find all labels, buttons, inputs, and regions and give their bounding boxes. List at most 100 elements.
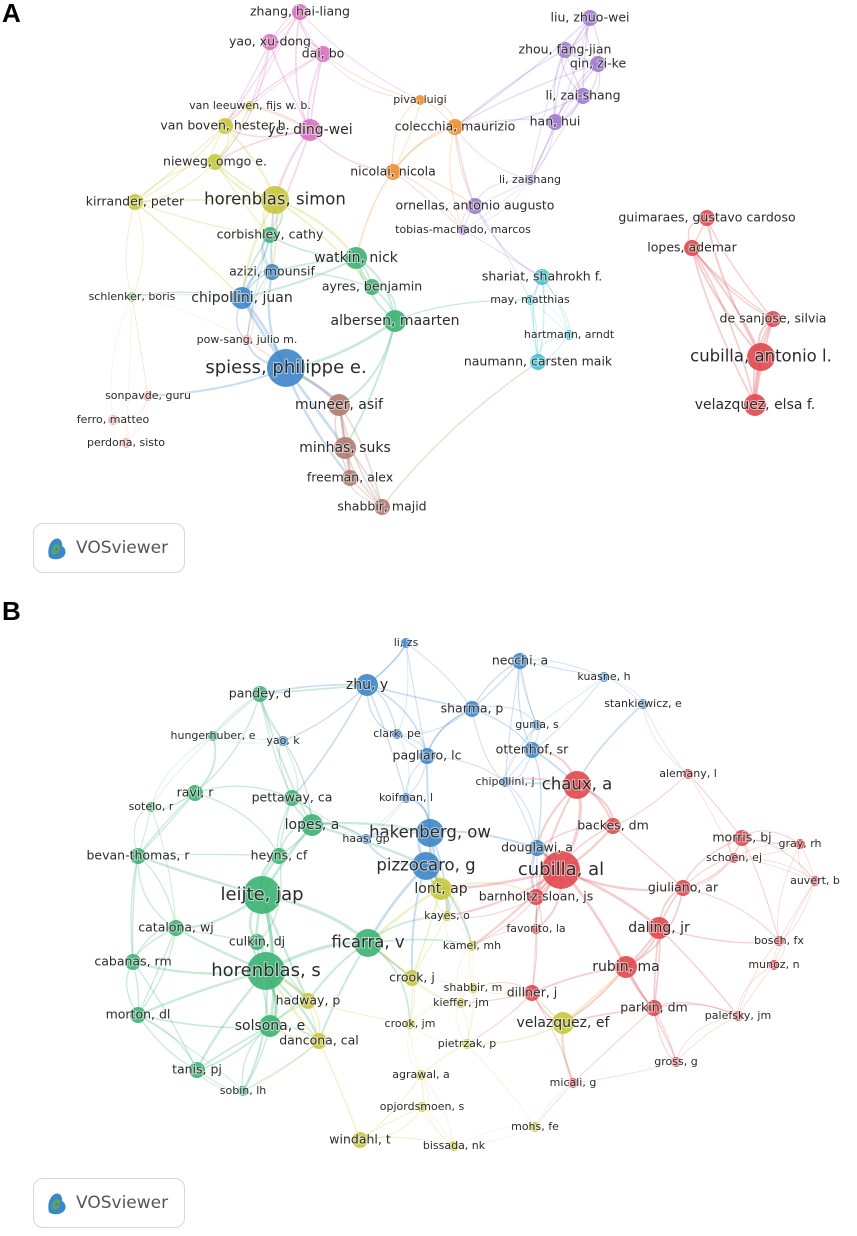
- author-node[interactable]: [267, 349, 305, 387]
- author-node[interactable]: [352, 1132, 368, 1148]
- author-node[interactable]: [530, 1122, 540, 1132]
- author-node[interactable]: [532, 720, 542, 730]
- author-node[interactable]: [648, 917, 670, 939]
- author-node[interactable]: [231, 287, 253, 309]
- author-node[interactable]: [683, 769, 693, 779]
- author-node[interactable]: [292, 4, 308, 20]
- author-node[interactable]: [130, 848, 146, 864]
- author-node[interactable]: [528, 889, 544, 905]
- author-node[interactable]: [524, 742, 540, 758]
- author-node[interactable]: [207, 154, 223, 170]
- author-node[interactable]: [143, 391, 153, 401]
- author-node[interactable]: [646, 1000, 662, 1016]
- author-node[interactable]: [795, 839, 805, 849]
- author-node[interactable]: [412, 852, 440, 880]
- author-node[interactable]: [525, 175, 535, 185]
- author-node[interactable]: [168, 920, 184, 936]
- author-node[interactable]: [243, 876, 281, 914]
- author-node[interactable]: [384, 310, 406, 332]
- author-node[interactable]: [262, 34, 278, 50]
- author-node[interactable]: [456, 998, 466, 1008]
- author-node[interactable]: [430, 878, 452, 900]
- author-node[interactable]: [575, 88, 591, 104]
- author-node[interactable]: [300, 993, 316, 1009]
- author-node[interactable]: [500, 777, 510, 787]
- author-node[interactable]: [747, 343, 775, 371]
- author-node[interactable]: [278, 736, 288, 746]
- author-node[interactable]: [284, 790, 300, 806]
- author-node[interactable]: [512, 653, 528, 669]
- author-node[interactable]: [328, 394, 350, 416]
- author-node[interactable]: [315, 46, 331, 62]
- author-node[interactable]: [534, 269, 550, 285]
- author-node[interactable]: [364, 279, 380, 295]
- author-node[interactable]: [404, 970, 420, 986]
- author-node[interactable]: [249, 934, 265, 950]
- author-node[interactable]: [252, 686, 268, 702]
- author-node[interactable]: [733, 1011, 743, 1021]
- author-node[interactable]: [401, 638, 411, 648]
- author-node[interactable]: [462, 1039, 472, 1049]
- author-node[interactable]: [334, 437, 356, 459]
- author-node[interactable]: [810, 876, 820, 886]
- author-node[interactable]: [563, 771, 591, 799]
- author-node[interactable]: [127, 194, 143, 210]
- author-node[interactable]: [419, 748, 435, 764]
- author-node[interactable]: [342, 470, 358, 486]
- author-node[interactable]: [699, 210, 715, 226]
- author-node[interactable]: [590, 56, 606, 72]
- author-node[interactable]: [442, 911, 452, 921]
- author-node[interactable]: [765, 311, 781, 327]
- author-node[interactable]: [599, 672, 609, 682]
- author-node[interactable]: [416, 819, 444, 847]
- author-node[interactable]: [734, 830, 750, 846]
- author-node[interactable]: [127, 292, 137, 302]
- author-node[interactable]: [529, 840, 545, 856]
- author-node[interactable]: [458, 225, 468, 235]
- author-node[interactable]: [392, 729, 402, 739]
- author-node[interactable]: [447, 119, 463, 135]
- author-node[interactable]: [467, 941, 477, 951]
- author-node[interactable]: [247, 952, 285, 990]
- author-node[interactable]: [299, 119, 321, 141]
- author-node[interactable]: [530, 354, 546, 370]
- author-node[interactable]: [547, 114, 563, 130]
- author-node[interactable]: [671, 1057, 681, 1067]
- author-node[interactable]: [187, 785, 203, 801]
- author-node[interactable]: [525, 295, 535, 305]
- author-node[interactable]: [262, 227, 278, 243]
- author-node[interactable]: [467, 198, 483, 214]
- author-node[interactable]: [208, 731, 218, 741]
- author-node[interactable]: [242, 335, 252, 345]
- author-node[interactable]: [356, 674, 378, 696]
- author-node[interactable]: [557, 42, 573, 58]
- author-node[interactable]: [354, 929, 382, 957]
- author-node[interactable]: [769, 960, 779, 970]
- author-node[interactable]: [774, 936, 784, 946]
- author-node[interactable]: [345, 247, 367, 269]
- author-node[interactable]: [146, 802, 156, 812]
- author-node[interactable]: [729, 853, 739, 863]
- author-node[interactable]: [217, 118, 233, 134]
- author-node[interactable]: [744, 394, 766, 416]
- author-node[interactable]: [582, 10, 598, 26]
- author-node[interactable]: [108, 415, 118, 425]
- author-node[interactable]: [417, 1102, 427, 1112]
- author-node[interactable]: [189, 1062, 205, 1078]
- author-node[interactable]: [605, 818, 621, 834]
- author-node[interactable]: [564, 330, 574, 340]
- author-node[interactable]: [468, 983, 478, 993]
- author-node[interactable]: [464, 701, 480, 717]
- author-node[interactable]: [449, 1141, 459, 1151]
- author-node[interactable]: [121, 438, 131, 448]
- author-node[interactable]: [264, 264, 280, 280]
- author-node[interactable]: [401, 793, 411, 803]
- author-node[interactable]: [552, 1012, 574, 1034]
- author-node[interactable]: [531, 924, 541, 934]
- author-node[interactable]: [271, 848, 287, 864]
- author-node[interactable]: [568, 1078, 578, 1088]
- author-node[interactable]: [374, 499, 390, 515]
- author-node[interactable]: [405, 1019, 415, 1029]
- author-node[interactable]: [259, 1015, 281, 1037]
- author-node[interactable]: [130, 1007, 146, 1023]
